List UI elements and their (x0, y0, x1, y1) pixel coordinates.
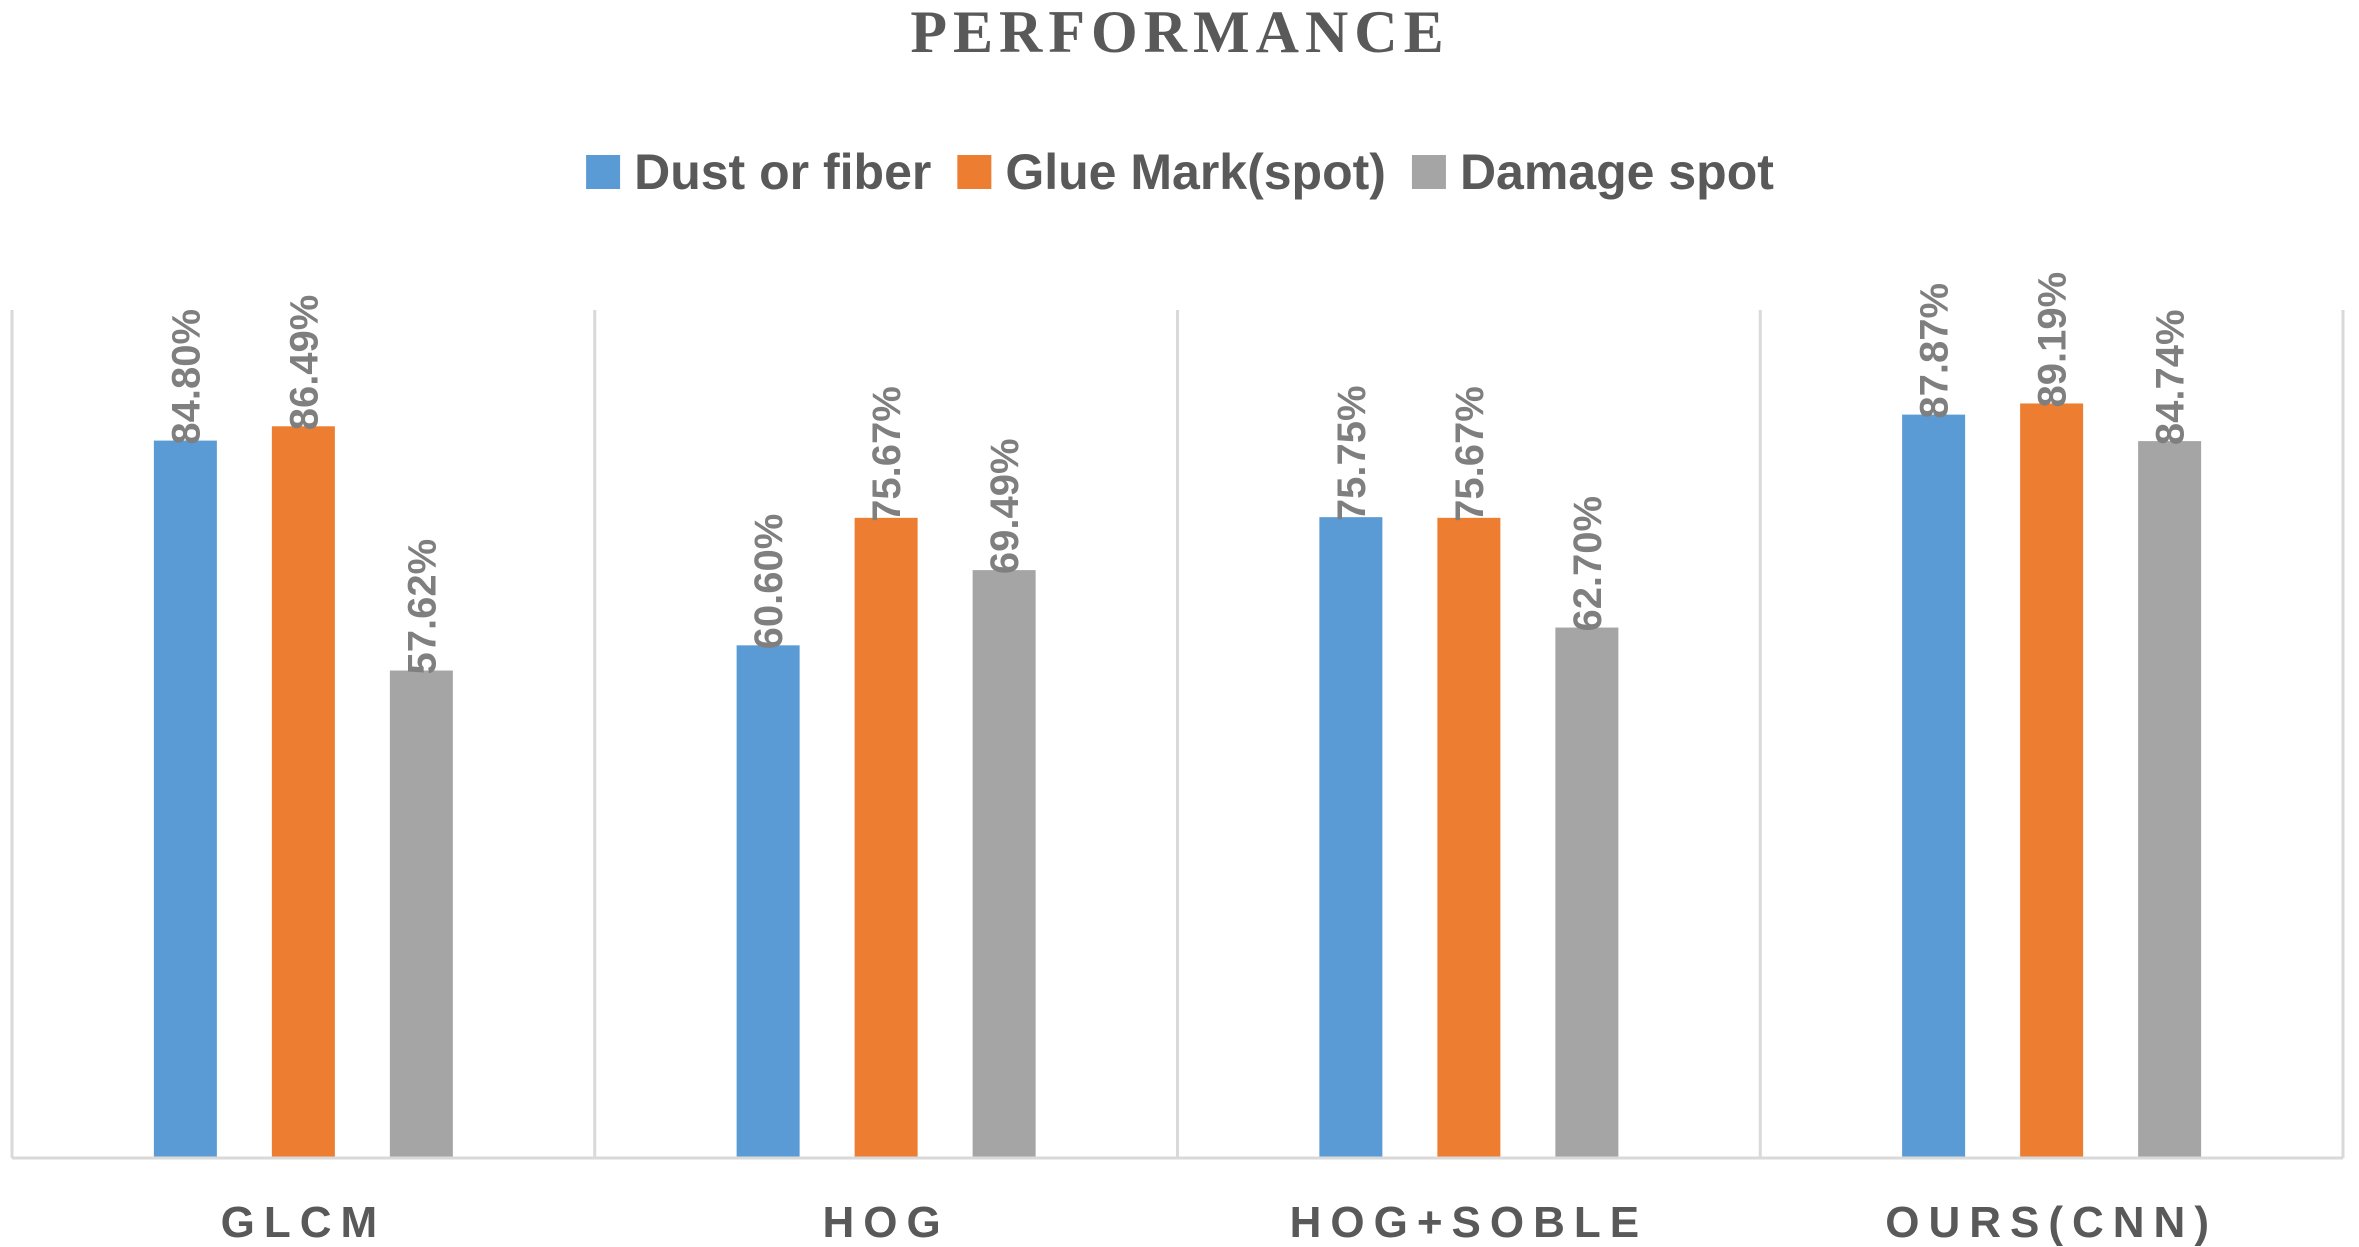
bar-ours-cnn-dust-or-fiber (1902, 414, 1966, 1158)
legend-label-dust-or-fiber: Dust or fiber (634, 144, 931, 200)
data-label-ours-cnn-glue-mark-spot: 89.19% (2031, 272, 2075, 408)
category-separators (10, 310, 2345, 1158)
bars (153, 403, 2202, 1159)
bar-hog-glue-mark-spot (854, 517, 918, 1158)
category-label-hog-soble: HOG+SOBLE (1290, 1198, 1649, 1247)
data-label-hog-soble-glue-mark-spot: 75.67% (1448, 386, 1492, 522)
category-labels: GLCM HOG HOG+SOBLE OURS(CNN) (221, 1198, 2218, 1247)
legend-item-glue-mark-spot: Glue Mark(spot) (957, 144, 1386, 200)
bar-hog-soble-damage-spot (1555, 627, 1619, 1158)
data-labels: 84.80% 86.49% 57.62% 60.60% 75.67% 69.49% 75.7… (164, 272, 2192, 675)
category-label-hog: HOG (823, 1198, 950, 1247)
legend-item-damage-spot: Damage spot (1411, 144, 1774, 200)
data-label-hog-dust-or-fiber: 60.60% (747, 514, 791, 650)
data-label-glcm-damage-spot: 57.62% (400, 539, 444, 675)
bar-hog-soble-dust-or-fiber (1319, 517, 1383, 1158)
category-label-ours-cnn: OURS(CNN) (1885, 1198, 2218, 1247)
bar-hog-soble-glue-mark-spot (1437, 517, 1501, 1158)
bar-ours-cnn-damage-spot (2138, 441, 2202, 1158)
legend-swatch-damage-spot (1411, 155, 1446, 189)
bar-glcm-damage-spot (389, 670, 453, 1158)
data-label-hog-soble-damage-spot: 62.70% (1566, 496, 1610, 632)
bar-hog-damage-spot (972, 570, 1036, 1158)
data-label-glcm-glue-mark-spot: 86.49% (282, 295, 326, 431)
data-label-hog-damage-spot: 69.49% (983, 438, 1027, 574)
legend-label-damage-spot: Damage spot (1460, 144, 1774, 200)
bar-ours-cnn-glue-mark-spot (2020, 403, 2084, 1158)
legend-swatch-glue-mark-spot (957, 155, 992, 189)
bar-glcm-dust-or-fiber (153, 440, 217, 1158)
chart-title: PERFORMANCE (910, 0, 1449, 65)
data-label-ours-cnn-damage-spot: 84.74% (2149, 309, 2193, 445)
legend: Dust or fiber Glue Mark(spot) Damage spot (586, 144, 1774, 200)
data-label-hog-soble-dust-or-fiber: 75.75% (1330, 385, 1374, 521)
bar-glcm-glue-mark-spot (271, 426, 335, 1159)
legend-swatch-dust-or-fiber (586, 155, 621, 189)
bar-hog-dust-or-fiber (736, 645, 800, 1158)
data-label-ours-cnn-dust-or-fiber: 87.87% (1913, 283, 1957, 419)
legend-label-glue-mark-spot: Glue Mark(spot) (1005, 144, 1386, 200)
data-label-glcm-dust-or-fiber: 84.80% (164, 309, 208, 445)
category-label-glcm: GLCM (221, 1198, 387, 1247)
legend-item-dust-or-fiber: Dust or fiber (586, 144, 931, 200)
data-label-hog-glue-mark-spot: 75.67% (865, 386, 909, 522)
